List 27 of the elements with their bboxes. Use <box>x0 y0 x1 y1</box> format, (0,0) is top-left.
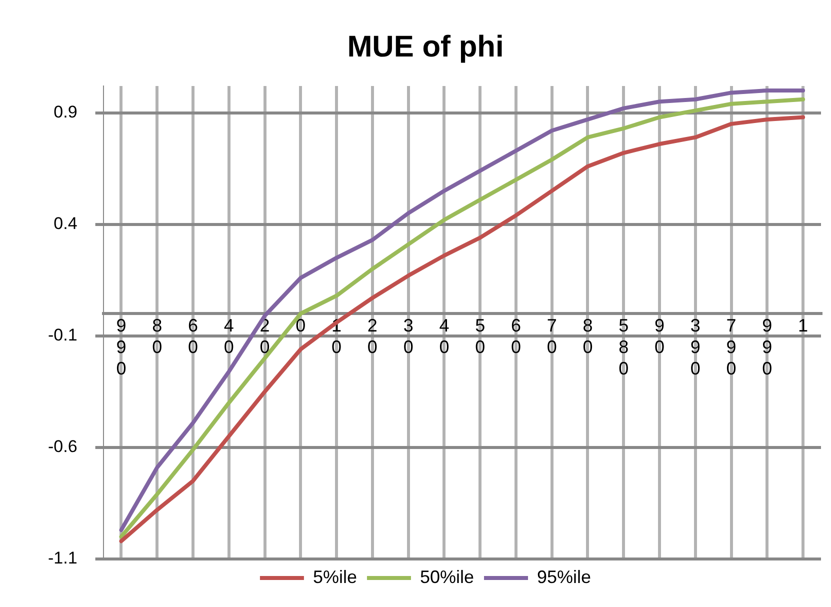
y-tick-label: -1.1 <box>48 548 78 568</box>
x-tick-label: 60 <box>510 315 521 357</box>
y-tick-label: -0.1 <box>48 326 78 345</box>
x-tick-label: 30 <box>403 315 414 357</box>
x-tick-label: 60 <box>188 315 198 357</box>
x-tick-label: 990 <box>762 315 772 379</box>
x-tick-label: 0 <box>296 315 306 336</box>
y-tick-label: 0.4 <box>54 214 78 234</box>
x-tick-label: 40 <box>439 315 450 357</box>
x-tick-label: 990 <box>116 315 126 379</box>
x-tick-label: 80 <box>152 315 162 357</box>
x-tick-label: 790 <box>726 315 736 379</box>
legend-label: 50%ile <box>420 566 474 587</box>
x-tick-label: 50 <box>475 315 486 357</box>
x-tick-label: 1 <box>798 315 808 336</box>
x-tick-label: 390 <box>690 315 700 379</box>
x-tick-label: 20 <box>367 315 378 357</box>
x-tick-label: 90 <box>654 315 665 357</box>
x-tick-label: 580 <box>618 315 629 379</box>
y-tick-label: -0.6 <box>48 437 78 456</box>
legend-label: 5%ile <box>312 566 357 587</box>
x-tick-label: 80 <box>582 315 593 357</box>
x-tick-label: 70 <box>546 315 557 357</box>
y-tick-label: 0.9 <box>54 102 78 122</box>
x-tick-label: 40 <box>224 315 234 357</box>
chart-title: MUE of phi <box>347 30 504 64</box>
legend-label: 95%ile <box>537 566 592 587</box>
